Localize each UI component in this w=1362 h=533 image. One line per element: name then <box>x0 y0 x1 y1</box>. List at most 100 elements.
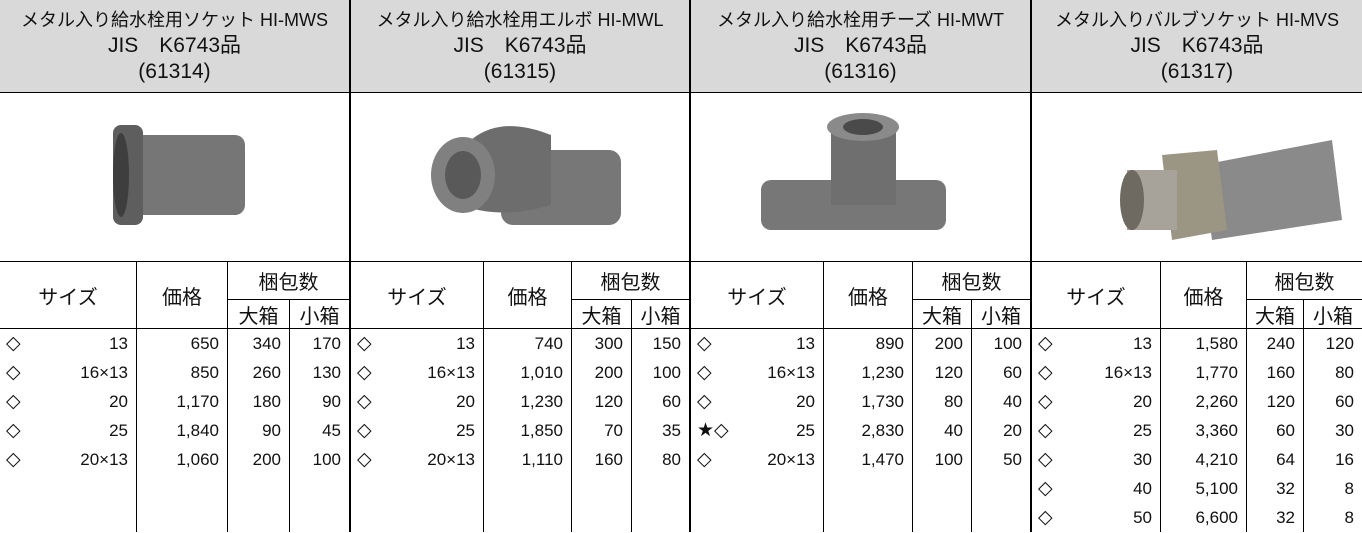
cell-large: 160 <box>572 445 632 474</box>
header-small: 小箱 <box>632 300 691 329</box>
cell-size: 30 ◇ <box>1032 445 1161 474</box>
row-mark: ◇ <box>357 362 372 383</box>
title-line: JIS K6743品 <box>453 34 587 57</box>
cell-size: 13 ◇ <box>691 329 824 358</box>
cell-price: 3,360 <box>1161 416 1247 445</box>
cell-size: 16×13 ◇ <box>0 358 137 387</box>
cell-price: 1,230 <box>484 387 572 416</box>
header-large: 大箱 <box>913 300 972 329</box>
header-price: 価格 <box>484 262 572 329</box>
cell-small: 60 <box>972 358 1032 387</box>
product-photo <box>112 124 245 225</box>
cell-price: 650 <box>137 329 228 358</box>
cell-large: 90 <box>228 416 290 445</box>
cell-small: 100 <box>972 329 1032 358</box>
cell-small: 120 <box>1325 333 1354 353</box>
cell-small: 60 <box>632 387 691 416</box>
row-mark: ◇ <box>1038 449 1053 470</box>
cell-size: 13 ◇ <box>0 329 137 358</box>
cell-large: 70 <box>572 416 632 445</box>
row-mark: ◇ <box>1038 478 1053 499</box>
cell-large: 200 <box>228 445 290 474</box>
row-mark: ◇ <box>6 391 21 412</box>
title-line: (61314) <box>138 60 211 83</box>
header-small: 小箱 <box>290 300 351 329</box>
product-image <box>1032 93 1362 262</box>
product-image <box>691 93 1032 262</box>
cell-size <box>351 474 484 503</box>
row-mark: ◇ <box>6 420 21 441</box>
cell-price: 1,770 <box>1161 358 1247 387</box>
cell-price: 1,840 <box>137 416 228 445</box>
title-line: メタル入り給水栓用ソケット HI-MWS <box>21 10 328 30</box>
header-size: サイズ <box>691 262 824 329</box>
title-box: メタル入りバルブソケット HI-MVS JIS K6743品 (61317) <box>1032 0 1362 93</box>
cell-large: 60 <box>1247 416 1304 445</box>
header-price: 価格 <box>137 262 228 329</box>
title-line: (61317) <box>1160 60 1234 83</box>
cell-size: 25 ◇ <box>351 416 484 445</box>
cell-size: 20×13 ◇ <box>691 445 824 474</box>
cell-small: 60 <box>1335 391 1354 411</box>
cell-size: 20×13 ◇ <box>351 445 484 474</box>
cell-small <box>632 503 691 532</box>
header-small: 小箱 <box>1304 300 1362 329</box>
cell-price: 1,470 <box>824 445 913 474</box>
cell-size: 20×13 ◇ <box>0 445 137 474</box>
cell-price: 1,110 <box>484 445 572 474</box>
title-line: メタル入り給水栓用エルボ HI-MWL <box>376 10 664 30</box>
cell-size <box>0 503 137 532</box>
row-mark: ◇ <box>1038 391 1053 412</box>
cell-price <box>137 503 228 532</box>
cell-small: 170 <box>290 329 351 358</box>
header-size: サイズ <box>351 262 484 329</box>
cell-price: 850 <box>137 358 228 387</box>
cell-small: 20 <box>972 416 1032 445</box>
cell-size: 40 ◇ <box>1032 474 1161 503</box>
row-mark: ◇ <box>1038 333 1053 354</box>
cell-price: 6,600 <box>1161 503 1247 532</box>
cell-price <box>484 474 572 503</box>
title-box: メタル入り給水栓用エルボ HI-MWL JIS K6743品 (61315) <box>351 0 691 93</box>
cell-large <box>228 503 290 532</box>
row-mark: ◇ <box>1038 420 1053 441</box>
cell-size: 20 ◇ <box>351 387 484 416</box>
cell-price <box>137 474 228 503</box>
header-large: 大箱 <box>228 300 290 329</box>
cell-small: 45 <box>290 416 351 445</box>
cell-large: 120 <box>1247 387 1304 416</box>
cell-price: 5,100 <box>1161 474 1247 503</box>
cell-large <box>572 474 632 503</box>
row-mark: ◇ <box>6 449 21 470</box>
cell-small <box>972 474 1032 503</box>
row-mark: ◇ <box>6 333 21 354</box>
product-photo <box>431 125 621 225</box>
row-mark: ◇ <box>697 333 712 354</box>
cell-small: 8 <box>1344 478 1354 498</box>
cell-large: 32 <box>1247 474 1304 503</box>
title-box: メタル入り給水栓用ソケット HI-MWS JIS K6743品 (61314) <box>0 0 351 93</box>
product-image <box>0 93 351 262</box>
title-line: JIS K6743品 <box>107 34 242 57</box>
cell-size: 16×13 ◇ <box>351 358 484 387</box>
title-line: JIS K6743品 <box>793 34 928 57</box>
cell-size: 50 ◇ <box>1032 503 1161 532</box>
header-price: 価格 <box>824 262 913 329</box>
header-size: サイズ <box>0 262 137 329</box>
cell-size: 20 ◇ <box>1032 387 1161 416</box>
header-pack: 梱包数 <box>913 262 1032 300</box>
cell-large: 80 <box>913 387 972 416</box>
cell-size: 20 ◇ <box>691 387 824 416</box>
cell-small: 150 <box>632 329 691 358</box>
cell-large: 64 <box>1247 445 1304 474</box>
cell-size: 25 ◇ <box>0 416 137 445</box>
cell-price: 1,060 <box>137 445 228 474</box>
cell-large: 40 <box>913 416 972 445</box>
row-mark: ◇ <box>1038 362 1053 383</box>
cell-large <box>913 474 972 503</box>
title-line: メタル入り給水栓用チーズ HI-MWT <box>716 10 1005 30</box>
cell-small <box>290 503 351 532</box>
row-mark: ◇ <box>357 391 372 412</box>
row-mark: ◇ <box>1038 507 1053 528</box>
row-mark: ◇ <box>357 449 372 470</box>
